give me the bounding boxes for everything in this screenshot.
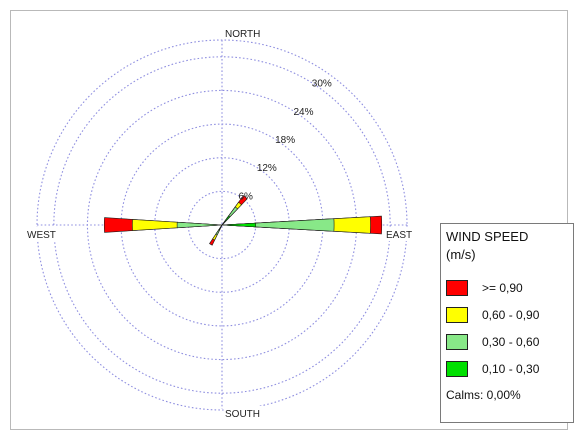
legend-swatch-light-green	[446, 333, 468, 350]
petal-segment	[221, 215, 231, 226]
legend-label: >= 0,90	[482, 280, 523, 295]
legend-item: >= 0,90	[446, 274, 568, 301]
legend-items: >= 0,90 0,60 - 0,90 0,30 - 0,60 0,10 - 0…	[446, 274, 568, 382]
legend-item: 0,30 - 0,60	[446, 328, 568, 355]
ring-label: 24%	[293, 107, 313, 118]
direction-label-north: NORTH	[225, 29, 260, 40]
legend-label: 0,10 - 0,30	[482, 361, 540, 376]
north-label-bg	[224, 26, 268, 39]
ring-label: 12%	[257, 163, 277, 174]
direction-label-south: SOUTH	[225, 409, 260, 420]
wind-speed-legend: WIND SPEED (m/s) >= 0,90 0,60 - 0,90 0,3…	[440, 223, 574, 423]
legend-swatch-red	[446, 279, 468, 296]
range-ring	[53, 56, 391, 394]
ring-labels: 6% 12% 18% 24% 30%	[238, 79, 331, 203]
legend-title: WIND SPEED	[446, 229, 529, 244]
ring-label: 18%	[275, 135, 295, 146]
legend-unit: (m/s)	[446, 247, 476, 262]
legend-label: 0,30 - 0,60	[482, 334, 540, 349]
east-label-bg	[384, 227, 418, 241]
legend-label: 0,60 - 0,90	[482, 307, 540, 322]
direction-label-west: WEST	[27, 230, 56, 241]
legend-item: 0,60 - 0,90	[446, 301, 568, 328]
ring-label: 30%	[312, 79, 332, 90]
ring-label: 6%	[238, 191, 253, 202]
legend-swatch-yellow	[446, 306, 468, 323]
petal-segment	[218, 224, 223, 231]
wind-petals	[103, 195, 383, 246]
petal-segment	[176, 221, 223, 229]
legend-item: 0,10 - 0,30	[446, 355, 568, 382]
south-label-bg	[224, 406, 268, 420]
calms-readout: Calms: 0,00%	[446, 388, 521, 402]
petal-segment	[221, 222, 256, 228]
petal-segment	[221, 218, 335, 232]
west-label-bg	[25, 227, 62, 241]
legend-swatch-green	[446, 360, 468, 377]
direction-label-east: EAST	[386, 230, 412, 241]
